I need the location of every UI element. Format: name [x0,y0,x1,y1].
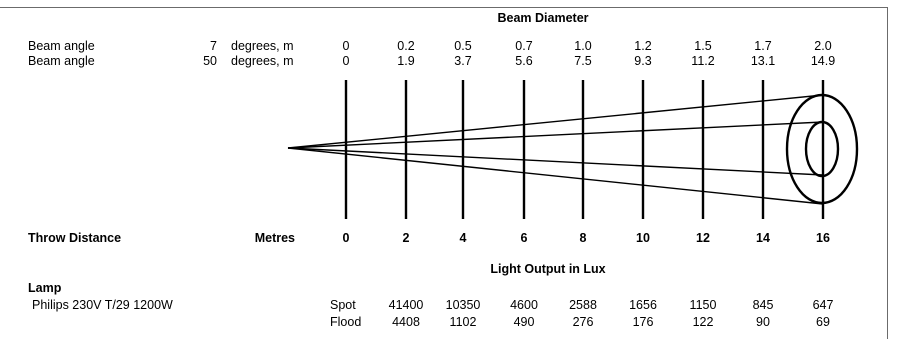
lamp-heading: Lamp [28,281,62,295]
beam-diameter-value: 11.2 [691,54,715,68]
beam-diameter-value: 3.7 [454,54,472,68]
lux-value: 1656 [629,298,657,312]
beam-angle-unit-2: degrees, m [231,54,294,68]
lux-value: 2588 [569,298,597,312]
beam-diameter-value: 0.7 [515,39,533,53]
beam-diameter-value: 1.2 [634,39,652,53]
lux-value: 490 [513,315,535,329]
beam-angle-label-2: Beam angle [28,54,95,68]
lux-value: 276 [572,315,594,329]
throw-distance-unit: Metres [254,231,295,245]
beam-diameter-value: 14.9 [810,54,836,68]
lux-row-mode-flood: Flood [330,315,362,329]
spot-beam-upper-edge [287,121,824,149]
lux-value: 10350 [445,298,481,312]
beam-diameter-value: 1.0 [574,39,592,53]
lux-value: 1102 [449,315,477,329]
throw-distance-value: 8 [579,231,587,245]
beam-diameter-value: 5.6 [515,54,533,68]
frame-top-border [0,7,887,8]
lux-value: 41400 [388,298,424,312]
beam-angle-label-1: Beam angle [28,39,95,53]
flood-beam-upper-edge [287,94,824,149]
lux-row-mode-spot: Spot [330,298,356,312]
lux-value: 845 [752,298,774,312]
beam-diameter-value: 7.5 [574,54,592,68]
lux-value: 4408 [392,315,420,329]
frame-right-border [887,7,888,339]
beam-diameter-title: Beam Diameter [497,11,589,25]
throw-distance-value: 10 [636,231,650,245]
lux-value: 90 [756,315,770,329]
flood-beam-lower-edge [287,147,824,205]
lux-value: 69 [816,315,830,329]
lux-value: 647 [812,298,834,312]
throw-distance-value: 16 [816,231,830,245]
beam-diameter-value: 2.0 [814,39,832,53]
throw-distance-value: 0 [342,231,350,245]
beam-diameter-value: 1.9 [397,54,415,68]
lux-value: 122 [692,315,714,329]
beam-diameter-value: 0 [342,39,350,53]
lamp-name: Philips 230V T/29 1200W [32,298,173,312]
throw-distance-value: 12 [696,231,710,245]
beam-diameter-value: 0.2 [397,39,415,53]
throw-distance-value: 14 [756,231,770,245]
beam-diameter-value: 0 [342,54,350,68]
lux-value: 176 [632,315,654,329]
beam-angle-value-1: 7 [210,39,217,53]
throw-distance-value: 2 [402,231,410,245]
beam-angle-value-2: 50 [203,54,217,68]
spot-beam-cross-section [804,120,840,178]
beam-diameter-value: 0.5 [454,39,472,53]
lux-value: 1150 [689,298,717,312]
lux-value: 4600 [510,298,538,312]
throw-distance-value: 4 [459,231,467,245]
throw-distance-label: Throw Distance [28,231,122,245]
beam-diameter-value: 9.3 [634,54,652,68]
spot-beam-lower-edge [287,147,824,176]
light-output-title: Light Output in Lux [490,262,606,276]
throw-distance-value: 6 [520,231,528,245]
beam-angle-unit-1: degrees, m [231,39,294,53]
beam-diameter-value: 1.5 [694,39,712,53]
flood-beam-cross-section [785,93,859,205]
beam-diameter-value: 1.7 [754,39,772,53]
beam-diameter-value: 13.1 [750,54,776,68]
